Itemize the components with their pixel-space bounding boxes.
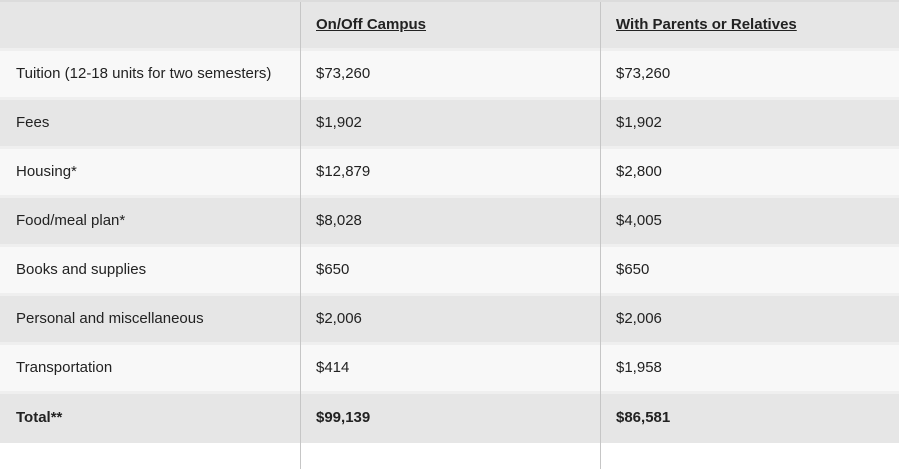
value-with-parents: $1,902 [600, 100, 899, 149]
row-label: Housing* [0, 149, 300, 198]
cost-of-attendance-table: On/Off Campus With Parents or Relatives … [0, 2, 899, 443]
table-row: Transportation $414 $1,958 [0, 345, 899, 394]
row-label: Fees [0, 100, 300, 149]
table-row: Total** $99,139 $86,581 [0, 394, 899, 443]
value-with-parents: $2,006 [600, 296, 899, 345]
value-on-off-campus: $2,006 [300, 296, 600, 345]
header-on-off-campus: On/Off Campus [300, 2, 600, 51]
value-on-off-campus: $1,902 [300, 100, 600, 149]
header-empty-cell [0, 2, 300, 51]
table-row: Fees $1,902 $1,902 [0, 100, 899, 149]
value-with-parents: $1,958 [600, 345, 899, 394]
value-with-parents: $86,581 [616, 409, 671, 427]
table-row: Food/meal plan* $8,028 $4,005 [0, 198, 899, 247]
row-label: Total** [16, 409, 63, 427]
row-label: Transportation [0, 345, 300, 394]
row-label: Food/meal plan* [0, 198, 300, 247]
value-with-parents: $2,800 [600, 149, 899, 198]
row-label: Personal and miscellaneous [0, 296, 300, 345]
table-row: Books and supplies $650 $650 [0, 247, 899, 296]
value-on-off-campus: $8,028 [300, 198, 600, 247]
value-on-off-campus: $650 [300, 247, 600, 296]
value-with-parents: $650 [600, 247, 899, 296]
table-row: Tuition (12-18 units for two semesters) $… [0, 51, 899, 100]
header-with-parents: With Parents or Relatives [600, 2, 899, 51]
table-body: Tuition (12-18 units for two semesters) $… [0, 51, 899, 443]
row-label: Tuition (12-18 units for two semesters) [0, 51, 300, 100]
value-on-off-campus: $73,260 [300, 51, 600, 100]
value-on-off-campus: $414 [300, 345, 600, 394]
header-row: On/Off Campus With Parents or Relatives [0, 2, 899, 51]
value-on-off-campus: $99,139 [316, 409, 371, 427]
row-label: Books and supplies [0, 247, 300, 296]
header-with-parents-label: With Parents or Relatives [616, 15, 797, 33]
header-on-off-campus-label: On/Off Campus [316, 15, 427, 33]
value-on-off-campus: $12,879 [300, 149, 600, 198]
table-row: Housing* $12,879 $2,800 [0, 149, 899, 198]
value-with-parents: $4,005 [600, 198, 899, 247]
value-with-parents: $73,260 [600, 51, 899, 100]
table-row: Personal and miscellaneous $2,006 $2,006 [0, 296, 899, 345]
